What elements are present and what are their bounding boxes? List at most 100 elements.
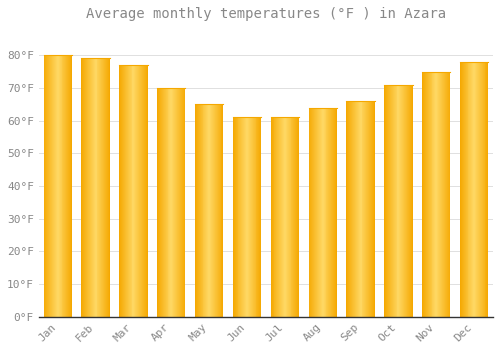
Bar (426, 71, 427, 317)
Bar (181, 88, 182, 317)
Bar (348, 101, 349, 317)
Bar (88, 58, 89, 317)
Bar (402, 85, 403, 317)
Bar (428, 71, 430, 317)
Bar (240, 117, 242, 317)
Bar (55, 55, 56, 317)
Bar (162, 88, 163, 317)
Bar (256, 117, 258, 317)
Bar (394, 85, 396, 317)
Bar (403, 85, 404, 317)
Bar (164, 88, 166, 317)
Bar (438, 71, 439, 317)
Bar (331, 107, 332, 317)
Bar (233, 117, 234, 317)
Bar (387, 85, 388, 317)
Bar (178, 88, 179, 317)
Bar (324, 107, 326, 317)
Bar (174, 88, 175, 317)
Bar (202, 104, 203, 317)
Bar (288, 117, 290, 317)
Bar (281, 117, 282, 317)
Bar (461, 62, 462, 317)
Bar (218, 104, 220, 317)
Bar (130, 65, 132, 317)
Bar (248, 117, 249, 317)
Bar (204, 104, 206, 317)
Bar (258, 117, 260, 317)
Bar (58, 55, 59, 317)
Bar (200, 104, 202, 317)
Bar (85, 58, 86, 317)
Bar (319, 107, 320, 317)
Bar (249, 117, 250, 317)
Bar (328, 107, 330, 317)
Bar (68, 55, 69, 317)
Bar (390, 85, 391, 317)
Bar (369, 101, 370, 317)
Bar (57, 55, 58, 317)
Bar (182, 88, 184, 317)
Bar (486, 62, 488, 317)
Bar (286, 117, 287, 317)
Bar (243, 117, 244, 317)
Bar (157, 88, 158, 317)
Bar (158, 88, 159, 317)
Bar (91, 58, 92, 317)
Bar (238, 117, 240, 317)
Bar (216, 104, 218, 317)
Bar (126, 65, 127, 317)
Bar (326, 107, 328, 317)
Bar (439, 71, 440, 317)
Bar (137, 65, 138, 317)
Bar (134, 65, 136, 317)
Bar (385, 85, 386, 317)
Bar (123, 65, 124, 317)
Bar (250, 117, 251, 317)
Bar (214, 104, 215, 317)
Bar (211, 104, 212, 317)
Bar (398, 85, 400, 317)
Bar (404, 85, 405, 317)
Bar (314, 107, 315, 317)
Bar (405, 85, 406, 317)
Bar (317, 107, 318, 317)
Bar (389, 85, 390, 317)
Bar (119, 65, 120, 317)
Bar (409, 85, 410, 317)
Bar (209, 104, 210, 317)
Bar (278, 117, 279, 317)
Bar (479, 62, 480, 317)
Bar (251, 117, 252, 317)
Bar (140, 65, 141, 317)
Bar (242, 117, 243, 317)
Bar (274, 117, 276, 317)
Bar (103, 58, 104, 317)
Bar (287, 117, 288, 317)
Bar (370, 101, 371, 317)
Bar (222, 104, 224, 317)
Bar (92, 58, 94, 317)
Bar (355, 101, 356, 317)
Bar (408, 85, 409, 317)
Bar (478, 62, 479, 317)
Bar (166, 88, 168, 317)
Bar (94, 58, 96, 317)
Bar (244, 117, 245, 317)
Bar (144, 65, 145, 317)
Bar (234, 117, 236, 317)
Bar (56, 55, 57, 317)
Bar (312, 107, 313, 317)
Bar (391, 85, 392, 317)
Bar (437, 71, 438, 317)
Bar (146, 65, 148, 317)
Bar (139, 65, 140, 317)
Bar (470, 62, 472, 317)
Bar (177, 88, 178, 317)
Bar (66, 55, 67, 317)
Bar (212, 104, 213, 317)
Bar (444, 71, 445, 317)
Bar (69, 55, 70, 317)
Bar (373, 101, 374, 317)
Bar (443, 71, 444, 317)
